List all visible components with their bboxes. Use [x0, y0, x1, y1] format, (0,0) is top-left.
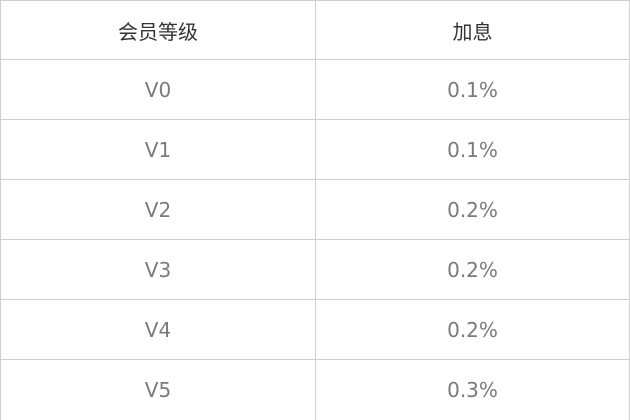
table-row: V2 0.2%: [0, 180, 630, 240]
table-row: V4 0.2%: [0, 300, 630, 360]
member-level-cell: V4: [0, 300, 315, 359]
interest-bonus-cell: 0.1%: [315, 60, 630, 119]
table-row: V3 0.2%: [0, 240, 630, 300]
interest-bonus-cell: 0.2%: [315, 240, 630, 299]
interest-bonus-cell: 0.3%: [315, 360, 630, 420]
member-level-cell: V3: [0, 240, 315, 299]
header-interest-bonus: 加息: [315, 1, 630, 59]
member-level-cell: V2: [0, 180, 315, 239]
interest-bonus-cell: 0.2%: [315, 180, 630, 239]
interest-bonus-cell: 0.1%: [315, 120, 630, 179]
table-row: V5 0.3%: [0, 360, 630, 420]
table-header-row: 会员等级 加息: [0, 0, 630, 60]
member-level-cell: V5: [0, 360, 315, 420]
header-member-level: 会员等级: [0, 1, 315, 59]
member-level-cell: V1: [0, 120, 315, 179]
table-row: V0 0.1%: [0, 60, 630, 120]
member-level-cell: V0: [0, 60, 315, 119]
table-row: V1 0.1%: [0, 120, 630, 180]
interest-bonus-cell: 0.2%: [315, 300, 630, 359]
